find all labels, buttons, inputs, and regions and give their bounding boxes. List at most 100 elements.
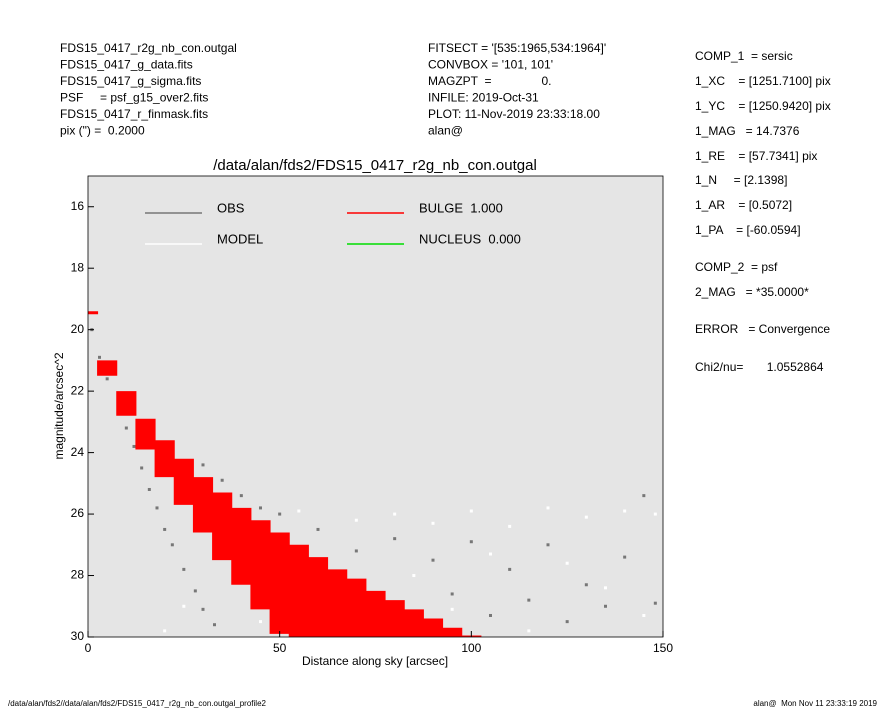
y-tick-label: 30 bbox=[71, 629, 85, 643]
data-point bbox=[316, 527, 320, 531]
y-tick-label: 22 bbox=[71, 383, 85, 397]
data-point bbox=[489, 552, 492, 556]
data-point bbox=[393, 537, 397, 541]
data-point bbox=[278, 512, 282, 516]
fit-parameter: 1_XC = [1251.7100] pix bbox=[695, 74, 831, 88]
fit-parameter: 1_PA = [-60.0594] bbox=[695, 223, 801, 237]
data-point bbox=[124, 426, 128, 430]
plot-frame bbox=[87, 175, 664, 638]
data-point bbox=[412, 574, 416, 578]
data-point bbox=[239, 494, 243, 498]
header-middle-line: CONVBOX = '101, 101' bbox=[428, 58, 553, 72]
data-point bbox=[259, 506, 262, 510]
data-point bbox=[431, 521, 435, 525]
fit-parameter: 1_MAG = 14.7376 bbox=[695, 124, 800, 138]
data-point bbox=[489, 613, 492, 617]
data-point bbox=[155, 506, 159, 510]
header-left-line: PSF = psf_g15_over2.fits bbox=[60, 91, 208, 105]
header-middle-line: INFILE: 2019-Oct-31 bbox=[428, 91, 539, 105]
fit-parameter: Chi2/nu= 1.0552864 bbox=[695, 360, 824, 374]
footer-right: alan@ Mon Nov 11 23:33:19 2019 bbox=[753, 699, 877, 708]
data-point bbox=[170, 543, 174, 547]
data-point bbox=[508, 524, 512, 528]
data-point bbox=[469, 509, 473, 513]
data-point bbox=[213, 623, 216, 627]
data-point bbox=[354, 518, 358, 522]
legend-label: OBS bbox=[217, 200, 245, 215]
fit-parameter: COMP_2 = psf bbox=[695, 260, 778, 274]
data-point bbox=[163, 527, 167, 531]
fit-parameter: 2_MAG = *35.0000* bbox=[695, 285, 809, 299]
fit-parameter: COMP_1 = sersic bbox=[695, 49, 793, 63]
data-point bbox=[98, 355, 101, 359]
y-tick-label: 20 bbox=[71, 322, 85, 336]
data-point bbox=[393, 512, 397, 516]
y-tick-label: 16 bbox=[71, 199, 85, 213]
header-left-line: FDS15_0417_r_finmask.fits bbox=[60, 107, 208, 121]
data-point bbox=[584, 515, 588, 519]
data-point bbox=[450, 607, 454, 611]
header-middle-line: PLOT: 11-Nov-2019 23:33:18.00 bbox=[428, 107, 600, 121]
data-point bbox=[565, 620, 569, 624]
data-point bbox=[653, 601, 657, 605]
data-point bbox=[297, 509, 301, 513]
x-tick-label: 0 bbox=[85, 641, 92, 655]
chart-title: /data/alan/fds2/FDS15_0417_r2g_nb_con.ou… bbox=[213, 157, 537, 174]
data-point bbox=[163, 629, 167, 633]
data-point bbox=[147, 487, 151, 491]
header-left-line: FDS15_0417_g_sigma.fits bbox=[60, 74, 201, 88]
fit-parameter: 1_RE = [57.7341] pix bbox=[695, 149, 817, 163]
data-point bbox=[193, 589, 197, 593]
data-point bbox=[140, 466, 144, 470]
data-point bbox=[450, 592, 454, 596]
y-tick-label: 28 bbox=[71, 568, 85, 582]
x-tick-label: 150 bbox=[653, 641, 673, 655]
header-left-line: FDS15_0417_r2g_nb_con.outgal bbox=[60, 41, 237, 55]
plot-area bbox=[88, 176, 663, 637]
data-point bbox=[653, 512, 657, 516]
y-tick-label: 18 bbox=[71, 260, 85, 274]
legend-label: MODEL bbox=[217, 231, 263, 246]
x-tick-label: 50 bbox=[273, 641, 287, 655]
fit-parameter: 1_N = [2.1398] bbox=[695, 173, 787, 187]
data-point bbox=[182, 567, 186, 571]
data-point bbox=[546, 506, 550, 510]
data-point bbox=[220, 478, 224, 482]
data-point bbox=[604, 604, 607, 608]
data-point bbox=[623, 509, 627, 513]
data-point bbox=[623, 555, 627, 559]
fit-parameter: 1_YC = [1250.9420] pix bbox=[695, 99, 831, 113]
data-point bbox=[182, 604, 186, 608]
legend-label: BULGE 1.000 bbox=[419, 200, 503, 215]
y-tick-label: 24 bbox=[71, 445, 85, 459]
data-point bbox=[508, 567, 512, 571]
header-middle-line: alan@ bbox=[428, 124, 463, 138]
header-left-line: pix (") = 0.2000 bbox=[60, 124, 145, 138]
data-point bbox=[201, 463, 205, 467]
data-point bbox=[259, 620, 262, 624]
data-point bbox=[132, 444, 136, 448]
footer-left: /data/alan/fds2//data/alan/fds2/FDS15_04… bbox=[8, 699, 267, 708]
data-point bbox=[354, 549, 358, 553]
fit-parameter: 1_AR = [0.5072] bbox=[695, 198, 792, 212]
data-point bbox=[546, 543, 550, 547]
y-axis-label: magnitude/arcsec^2 bbox=[52, 352, 66, 459]
legend-label: NUCLEUS 0.000 bbox=[419, 231, 521, 246]
data-point bbox=[105, 377, 109, 381]
x-axis-label: Distance along sky [arcsec] bbox=[302, 654, 448, 668]
data-point bbox=[565, 561, 569, 565]
data-point bbox=[527, 629, 531, 633]
data-point bbox=[604, 586, 607, 590]
data-point bbox=[642, 613, 646, 617]
x-tick-label: 100 bbox=[461, 641, 481, 655]
header-left-line: FDS15_0417_g_data.fits bbox=[60, 58, 193, 72]
data-point bbox=[584, 583, 588, 587]
data-point bbox=[469, 540, 473, 544]
fit-parameter: ERROR = Convergence bbox=[695, 322, 830, 336]
data-point bbox=[201, 607, 205, 611]
data-point bbox=[642, 494, 646, 498]
data-point bbox=[431, 558, 435, 562]
y-tick-label: 26 bbox=[71, 506, 85, 520]
header-middle-line: FITSECT = '[535:1965,534:1964]' bbox=[428, 41, 606, 55]
